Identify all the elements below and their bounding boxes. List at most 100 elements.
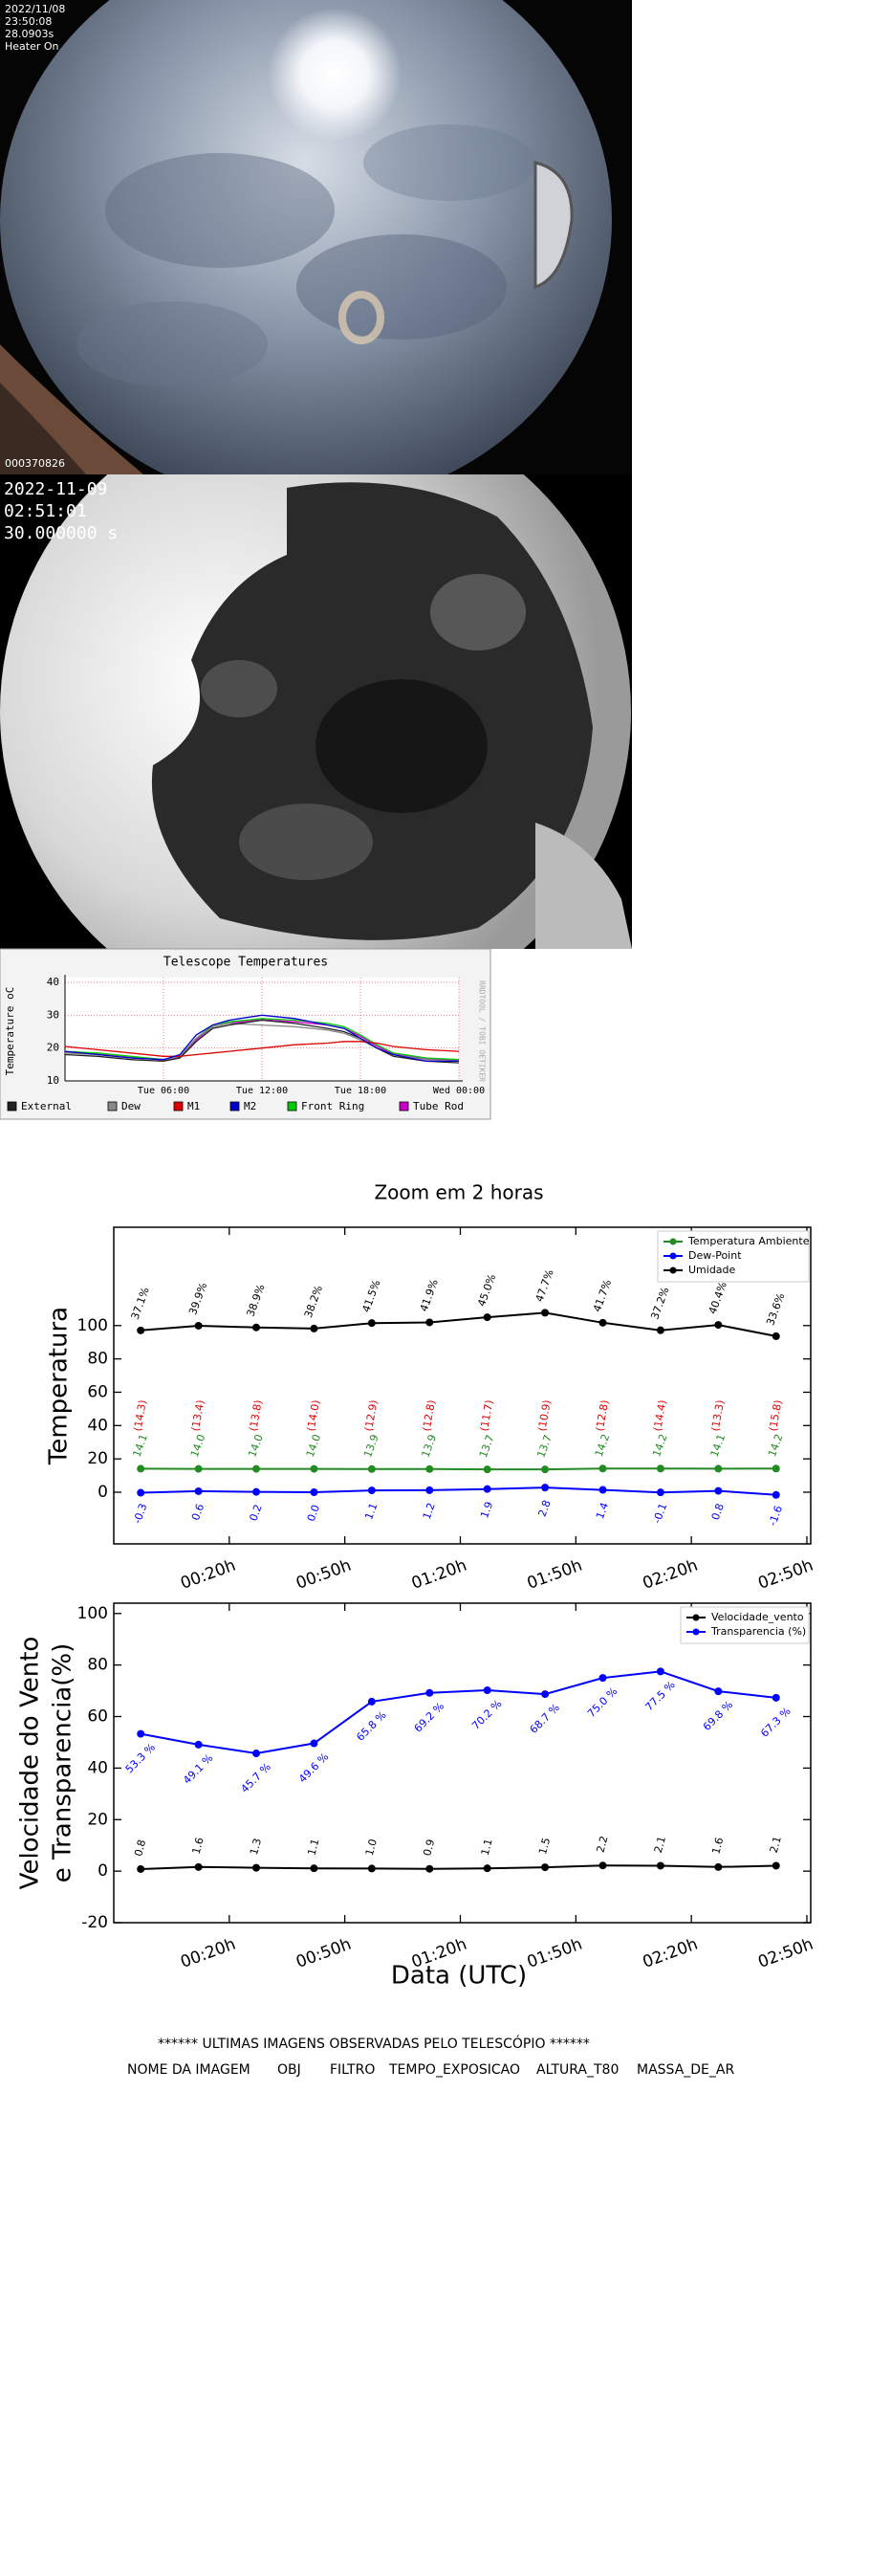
spread-label: (13.4) <box>189 1398 207 1432</box>
value-label: 49.6 % <box>296 1750 331 1785</box>
series-point <box>367 1864 376 1873</box>
series-point <box>194 1464 203 1473</box>
value-label: 13.9 <box>361 1433 381 1459</box>
spread-label: (12.8) <box>594 1398 612 1432</box>
legend-box <box>680 1606 810 1644</box>
y-axis-label: e Transparencia(%) <box>49 1643 77 1882</box>
camera2-caption: 30.000000 s <box>4 523 118 543</box>
legend-label: Velocidade_vento <box>711 1611 804 1623</box>
series-point <box>310 1487 318 1496</box>
humidity-label: 37.1% <box>129 1286 152 1321</box>
spread-label: (14.0) <box>305 1398 323 1432</box>
value-label: 14.1 <box>130 1433 150 1459</box>
value-label: 68.7 % <box>528 1702 562 1736</box>
footer-heading: ****** ULTIMAS IMAGENS OBSERVADAS PELO T… <box>158 2035 590 2052</box>
legend-label: Dew <box>121 1100 141 1112</box>
value-label: -0.3 <box>131 1502 150 1526</box>
series-point <box>194 1740 203 1749</box>
series-point <box>137 1729 145 1738</box>
series-point <box>656 1667 664 1676</box>
legend-marker <box>669 1238 677 1245</box>
series-point <box>425 1464 434 1473</box>
camera2-image <box>0 474 632 949</box>
series-point <box>367 1697 376 1706</box>
legend-box <box>657 1230 810 1283</box>
series-point <box>772 1332 780 1340</box>
value-label: 67.3 % <box>758 1705 793 1739</box>
series-point <box>772 1861 780 1870</box>
humidity-label: 45.0% <box>475 1272 498 1308</box>
y-tick-label: 60 <box>87 1382 108 1401</box>
value-label: 14.2 <box>593 1432 613 1458</box>
x-tick-label: 01:20h <box>409 1556 469 1594</box>
legend-label: Temperatura Ambiente <box>687 1235 810 1247</box>
legend-swatch <box>7 1101 17 1112</box>
plot-frame <box>113 1226 812 1545</box>
series-point <box>367 1319 376 1328</box>
spread-label: (10.9) <box>535 1398 554 1432</box>
value-label: 1.4 <box>594 1501 611 1521</box>
y-tick-label: 20 <box>47 1042 59 1054</box>
value-label: 0.0 <box>305 1503 322 1523</box>
x-tick-label: 00:20h <box>178 1935 238 1972</box>
spread-label: (13.3) <box>709 1398 728 1432</box>
x-tick-label: 02:50h <box>755 1935 816 1972</box>
series-point <box>310 1324 318 1332</box>
value-label: 0.2 <box>247 1503 264 1523</box>
series-point <box>483 1313 491 1322</box>
side-text: RRDTOOL / TOBI OETIKER <box>478 980 487 1082</box>
value-label: 14.0 <box>304 1433 324 1459</box>
x-tick-label: 01:50h <box>525 1556 585 1594</box>
y-tick-label: 0 <box>98 1483 108 1502</box>
legend-label: Dew-Point <box>688 1249 742 1262</box>
series-point <box>252 1464 261 1473</box>
value-label: 1.2 <box>421 1501 438 1521</box>
spread-label: (14.4) <box>651 1398 669 1432</box>
series-point <box>656 1488 664 1497</box>
series-point <box>137 1864 145 1873</box>
spread-label: (11.7) <box>478 1398 496 1432</box>
series-point <box>541 1484 550 1492</box>
series-point <box>483 1864 491 1873</box>
value-label: 0.6 <box>189 1502 207 1522</box>
series-point <box>541 1690 550 1699</box>
series-point <box>137 1326 145 1334</box>
series-point <box>367 1486 376 1495</box>
y-tick-label: 100 <box>77 1316 108 1335</box>
series-point <box>656 1861 664 1870</box>
x-tick-label: 01:50h <box>525 1935 585 1972</box>
x-tick-label: 00:50h <box>294 1556 354 1594</box>
temperature-line <box>64 1041 460 1057</box>
value-label: 49.1 % <box>181 1751 215 1786</box>
humidity-label: 38.9% <box>244 1283 267 1318</box>
value-label: 70.2 % <box>469 1697 504 1731</box>
x-tick-label: Tue 12:00 <box>236 1086 288 1096</box>
value-label: 2.8 <box>536 1499 554 1519</box>
x-tick-label: Tue 18:00 <box>335 1086 386 1096</box>
value-label: 2.1 <box>768 1835 784 1854</box>
value-label: 69.8 % <box>701 1699 735 1733</box>
camera1-id: 000370826 <box>5 457 65 470</box>
spread-label: (15.8) <box>767 1398 785 1432</box>
series-point <box>656 1326 664 1334</box>
y-tick-label: 100 <box>77 1604 108 1623</box>
humidity-label: 41.7% <box>591 1278 614 1313</box>
legend-swatch <box>399 1101 409 1112</box>
legend-label: External <box>21 1100 72 1112</box>
x-tick-label: 02:20h <box>641 1556 701 1594</box>
legend-label: M1 <box>187 1100 200 1112</box>
humidity-label: 33.6% <box>764 1291 787 1327</box>
series-point <box>483 1485 491 1493</box>
series-point <box>598 1464 607 1473</box>
value-label: 13.7 <box>534 1433 555 1459</box>
x-tick-label: Wed 00:00 <box>433 1086 485 1096</box>
value-label: 13.7 <box>477 1433 497 1459</box>
value-label: 1.1 <box>362 1501 380 1521</box>
footer-column: FILTRO <box>330 2062 375 2078</box>
series-point <box>252 1323 261 1332</box>
value-label: 1.6 <box>190 1837 207 1856</box>
y-tick-label: -20 <box>81 1913 108 1932</box>
value-label: 14.1 <box>708 1433 729 1459</box>
series-point <box>656 1464 664 1473</box>
series-point <box>367 1464 376 1473</box>
